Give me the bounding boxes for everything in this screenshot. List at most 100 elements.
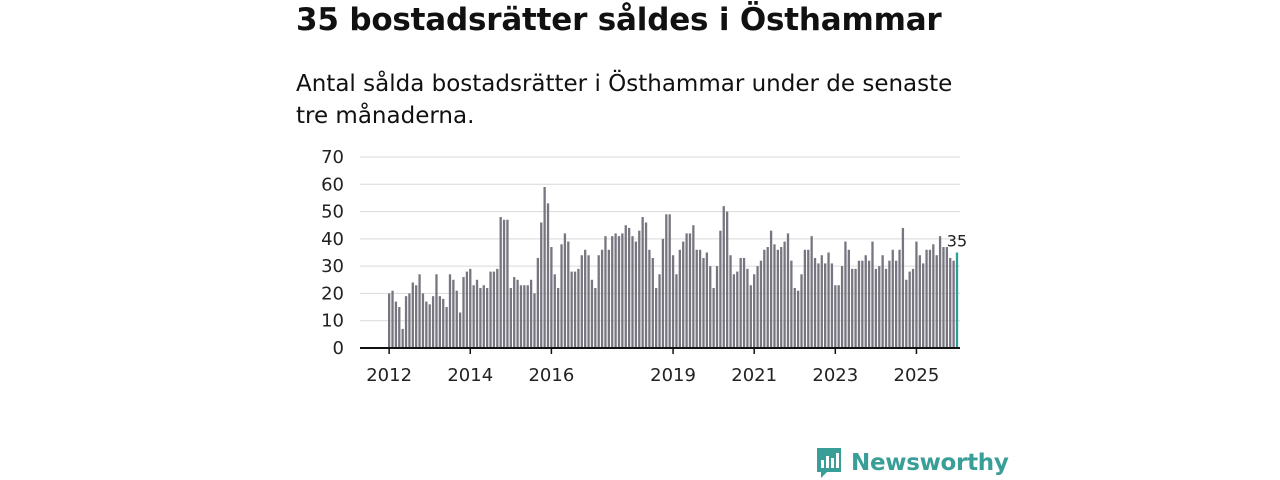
bar bbox=[482, 285, 485, 348]
bar bbox=[641, 217, 644, 348]
bar bbox=[469, 268, 472, 348]
bar bbox=[905, 279, 908, 348]
bar bbox=[682, 241, 685, 348]
y-tick-label: 50 bbox=[321, 202, 344, 223]
bar bbox=[425, 301, 428, 348]
bar bbox=[705, 252, 709, 348]
bar bbox=[611, 236, 614, 348]
bar-chart: 0 10 20 30 40 50 60 70 2012 2014 2016 2019 2021 2023… bbox=[321, 147, 967, 386]
bar bbox=[810, 236, 813, 348]
bar bbox=[584, 249, 587, 348]
bar bbox=[415, 285, 418, 348]
bar bbox=[509, 287, 512, 348]
bar bbox=[769, 230, 773, 348]
x-tick-label: 2012 bbox=[366, 365, 412, 386]
bar bbox=[526, 285, 529, 348]
bar bbox=[908, 271, 911, 348]
bar bbox=[790, 260, 793, 348]
y-axis: 0 10 20 30 40 50 60 70 bbox=[321, 147, 344, 359]
bar bbox=[540, 222, 543, 348]
bar bbox=[756, 266, 759, 348]
bar bbox=[594, 287, 597, 348]
bar bbox=[621, 233, 624, 348]
bar bbox=[442, 298, 445, 348]
bar bbox=[776, 249, 779, 348]
bar bbox=[675, 274, 678, 348]
bar bbox=[851, 268, 854, 348]
bar bbox=[935, 255, 938, 348]
y-tick-label: 0 bbox=[333, 338, 344, 359]
bar bbox=[546, 203, 550, 348]
bar bbox=[938, 236, 942, 348]
bar bbox=[854, 268, 857, 348]
bar bbox=[567, 241, 570, 348]
bar bbox=[617, 236, 621, 348]
bar bbox=[472, 285, 475, 348]
bar bbox=[600, 249, 604, 348]
brand-logo[interactable]: Newsworthy bbox=[815, 446, 1009, 480]
bar bbox=[759, 260, 763, 348]
bar bbox=[431, 296, 435, 348]
bar bbox=[475, 279, 479, 348]
bar bbox=[448, 274, 452, 348]
bar bbox=[644, 222, 648, 348]
bar bbox=[824, 263, 827, 348]
bar bbox=[695, 249, 698, 348]
bar bbox=[702, 257, 705, 348]
bar bbox=[557, 287, 560, 348]
bar bbox=[492, 271, 496, 348]
bar bbox=[925, 249, 928, 348]
bar bbox=[401, 328, 404, 348]
bar bbox=[651, 257, 654, 348]
bar bbox=[671, 255, 675, 348]
bar bbox=[590, 279, 594, 348]
bar bbox=[800, 274, 803, 348]
bar bbox=[884, 268, 888, 348]
bar bbox=[438, 296, 441, 348]
bar bbox=[949, 257, 952, 348]
bar bbox=[435, 274, 438, 348]
bar bbox=[719, 230, 722, 348]
bar bbox=[398, 307, 401, 348]
bar bbox=[688, 233, 692, 348]
bar bbox=[465, 271, 469, 348]
bar bbox=[661, 238, 665, 348]
bar bbox=[516, 279, 519, 348]
bar bbox=[796, 290, 800, 348]
bar bbox=[496, 268, 499, 348]
bar bbox=[864, 255, 867, 348]
brand-name: Newsworthy bbox=[851, 450, 1009, 476]
bar bbox=[604, 236, 607, 348]
bar bbox=[428, 304, 431, 348]
bar bbox=[519, 285, 523, 348]
x-tick-label: 2014 bbox=[447, 365, 493, 386]
bar bbox=[614, 233, 617, 348]
bar bbox=[753, 274, 756, 348]
bar bbox=[712, 287, 715, 348]
bar bbox=[523, 285, 526, 348]
bar bbox=[536, 257, 540, 348]
bar bbox=[648, 249, 651, 348]
bar bbox=[840, 266, 844, 348]
bar bbox=[847, 249, 850, 348]
bar bbox=[837, 285, 840, 348]
bar bbox=[844, 241, 847, 348]
bar bbox=[580, 255, 583, 348]
bar bbox=[874, 268, 878, 348]
bar bbox=[726, 211, 729, 348]
bar bbox=[394, 301, 398, 348]
bar bbox=[955, 252, 959, 348]
bar bbox=[786, 233, 790, 348]
last-value-label: 35 bbox=[947, 232, 967, 251]
chart-title: 35 bostadsrätter såldes i Östhammar bbox=[296, 2, 942, 38]
bar bbox=[627, 227, 631, 348]
bar bbox=[698, 249, 702, 348]
bar bbox=[918, 255, 921, 348]
bar bbox=[462, 277, 465, 348]
x-tick-label: 2019 bbox=[650, 365, 696, 386]
bar bbox=[952, 260, 955, 348]
bar bbox=[739, 257, 742, 348]
chart-subtitle: Antal sålda bostadsrätter i Östhammar un… bbox=[296, 71, 953, 129]
bar bbox=[793, 287, 796, 348]
bar bbox=[729, 255, 732, 348]
